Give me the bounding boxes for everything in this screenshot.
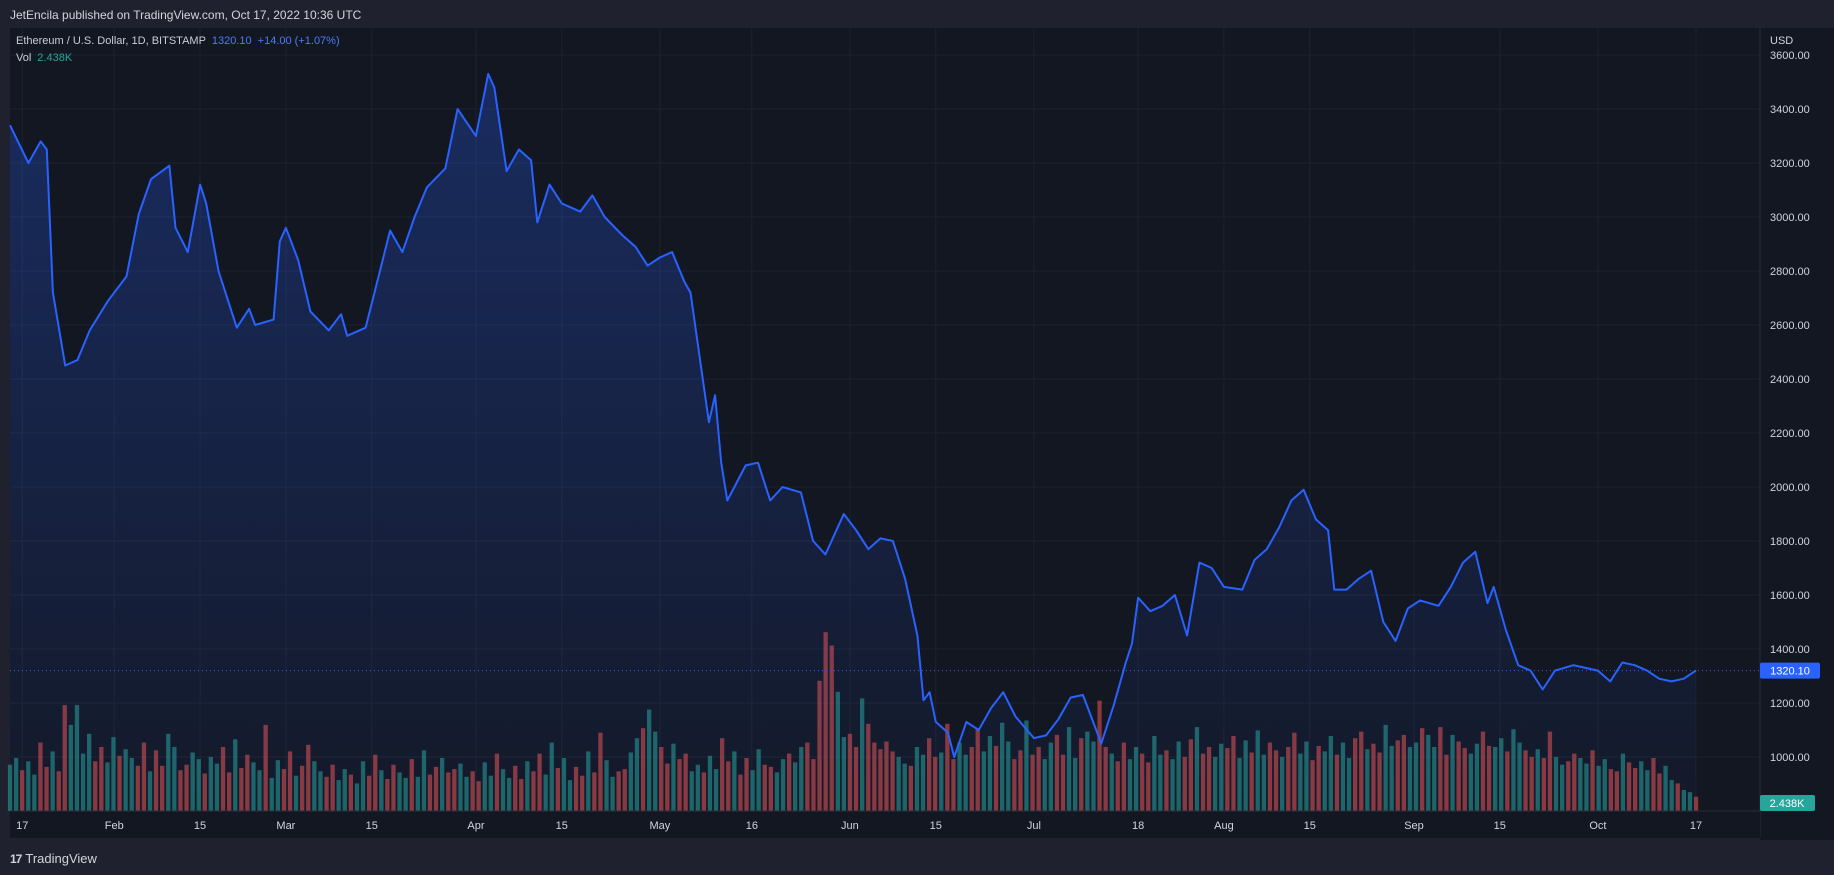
y-tick-label: 1200.00 [1770, 698, 1810, 710]
x-tick-label: Feb [105, 820, 124, 832]
y-tick-label: 1000.00 [1770, 752, 1810, 764]
last-price: 1320.10 [211, 35, 252, 47]
y-tick-label: 2800.00 [1770, 266, 1810, 278]
x-tick-label: 15 [366, 820, 378, 832]
publisher-line: JetEncila published on TradingView.com, … [10, 8, 362, 22]
price-chart[interactable]: USD 3600.00 3400.00 3200.00 3000.00 2800.00 2… [0, 0, 1834, 840]
tradingview-logo-icon: 17 [10, 851, 22, 866]
brand[interactable]: 17 TradingView [10, 851, 97, 866]
y-tick-label: 2400.00 [1770, 374, 1810, 386]
x-tick-label: 17 [1690, 820, 1702, 832]
price-axis [1760, 28, 1834, 840]
x-tick-label: Oct [1589, 820, 1606, 832]
y-tick-label: 2000.00 [1770, 482, 1810, 494]
y-tick-label: 3400.00 [1770, 104, 1810, 116]
x-tick-label: 15 [1304, 820, 1316, 832]
y-tick-label: 3600.00 [1770, 50, 1810, 62]
x-tick-label: Aug [1214, 820, 1234, 832]
x-tick-label: Jul [1027, 820, 1041, 832]
x-tick-label: 18 [1132, 820, 1144, 832]
x-tick-label: 15 [194, 820, 206, 832]
x-tick-labels: 17 Feb 15 Mar 15 Apr 15 May 16 Jun 15 Jul 18 Aug 15 Sep… [16, 820, 1702, 832]
volume-legend[interactable]: Vol 2.438K [16, 52, 72, 64]
y-tick-label: 2600.00 [1770, 320, 1810, 332]
symbol-name: Ethereum / U.S. Dollar, 1D, BITSTAMP [16, 35, 206, 47]
y-tick-labels: 3600.00 3400.00 3200.00 3000.00 2800.00 2600.… [1770, 50, 1810, 764]
x-tick-label: 15 [930, 820, 942, 832]
volume-bar [1693, 796, 1699, 811]
x-tick-label: Mar [276, 820, 295, 832]
last-price-tag [1760, 662, 1820, 679]
price-change: +14.00 (+1.07%) [257, 35, 340, 47]
x-tick-label: Sep [1404, 820, 1424, 832]
volume-label: Vol [16, 52, 32, 64]
x-tick-label: 17 [16, 820, 28, 832]
x-tick-label: 15 [1494, 820, 1506, 832]
symbol-legend[interactable]: Ethereum / U.S. Dollar, 1D, BITSTAMP 1320… [16, 35, 340, 47]
y-tick-label: 1400.00 [1770, 644, 1810, 656]
y-tick-label: 3200.00 [1770, 158, 1810, 170]
currency-label: USD [1770, 35, 1793, 47]
time-axis [10, 811, 1760, 838]
brand-name: TradingView [25, 851, 97, 866]
x-tick-label: 15 [556, 820, 568, 832]
x-tick-label: Apr [467, 820, 484, 832]
x-tick-label: 16 [746, 820, 758, 832]
price-area [10, 73, 1696, 811]
last-volume-tag [1760, 795, 1815, 811]
x-tick-label: May [649, 820, 670, 832]
y-tick-label: 2200.00 [1770, 428, 1810, 440]
bottom-bar: 17 TradingView [0, 840, 1834, 875]
last-price-label: 1320.10 [1770, 666, 1810, 678]
price-line [9, 72, 1697, 758]
y-tick-label: 1600.00 [1770, 590, 1810, 602]
y-tick-label: 1800.00 [1770, 536, 1810, 548]
last-volume-label: 2.438K [1770, 798, 1806, 810]
top-bar: JetEncila published on TradingView.com, … [0, 0, 1834, 28]
volume-value: 2.438K [37, 52, 73, 64]
x-tick-label: Jun [841, 820, 859, 832]
y-tick-label: 3000.00 [1770, 212, 1810, 224]
